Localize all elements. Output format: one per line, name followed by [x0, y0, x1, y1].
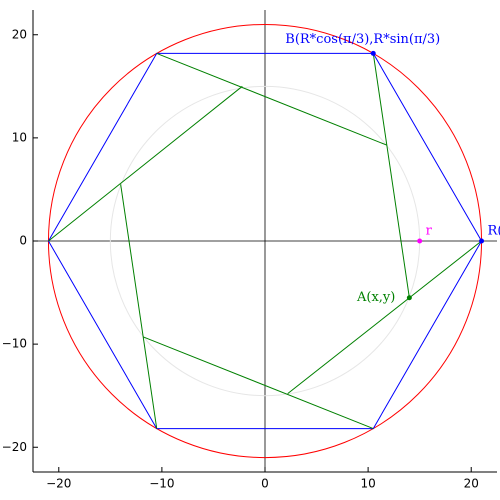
y-tick-label: 10	[12, 130, 27, 144]
point-label: R(	[488, 224, 500, 239]
y-tick-label: −10	[2, 337, 27, 351]
segment	[287, 240, 482, 395]
x-tick-label: −20	[46, 477, 71, 491]
x-tick-label: 10	[360, 477, 375, 491]
y-tick-label: −20	[2, 440, 27, 454]
point	[370, 50, 376, 56]
point	[479, 238, 485, 244]
segment	[143, 336, 374, 430]
x-tick-label: 20	[464, 477, 479, 491]
y-tick-label: 0	[19, 234, 27, 248]
segment	[372, 53, 410, 298]
point	[417, 238, 423, 244]
x-tick-label: −10	[149, 477, 174, 491]
x-tick-label: 0	[261, 477, 269, 491]
segment	[48, 85, 243, 242]
point-label: B(R*cos(π/3),R*sin(π/3)	[285, 32, 440, 47]
y-tick-label: 20	[12, 27, 27, 41]
point-label: A(x,y)	[356, 290, 395, 305]
point-label: r	[426, 224, 433, 239]
point	[406, 295, 412, 301]
segment	[156, 52, 387, 146]
segment	[120, 184, 158, 429]
